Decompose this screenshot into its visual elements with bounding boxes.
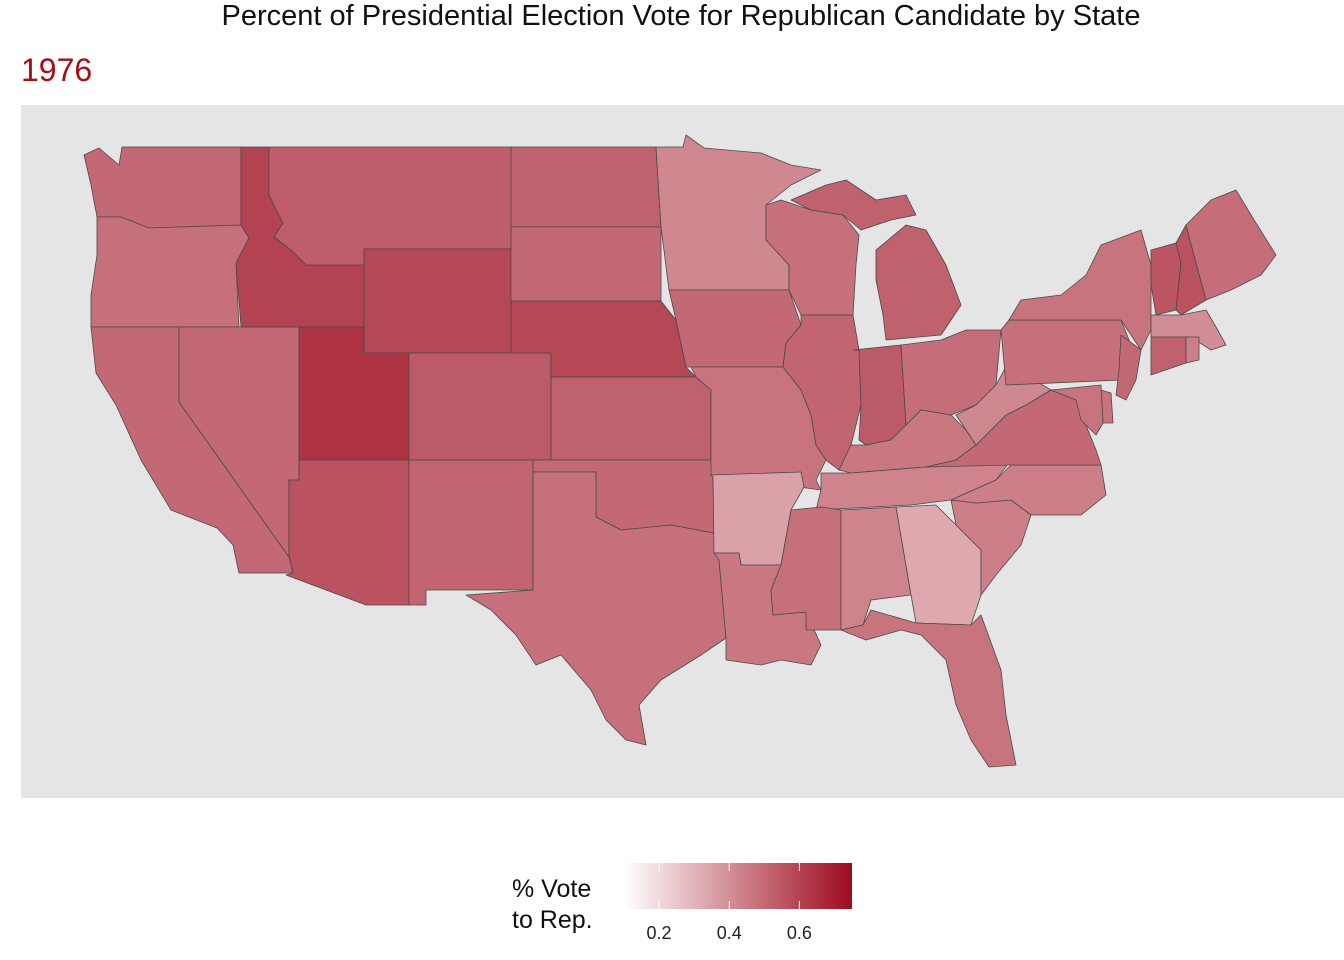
state-co (408, 352, 552, 461)
state-wy (363, 248, 512, 354)
us-states-map (21, 105, 1344, 798)
state-or (90, 216, 250, 328)
chart-title: Percent of Presidential Election Vote fo… (221, 0, 1141, 32)
state-la (713, 552, 822, 666)
state-tn (815, 459, 1012, 511)
legend-title: % Vote to Rep. (512, 875, 593, 934)
state-ri (1185, 336, 1200, 364)
state-wa (83, 146, 242, 229)
state-nm (408, 459, 534, 606)
legend-color-bar (624, 863, 852, 909)
state-ms (770, 506, 842, 631)
state-sd (510, 226, 662, 302)
state-md (1050, 384, 1104, 436)
state-az (285, 459, 410, 606)
state-ks (550, 376, 712, 461)
color-legend: % Vote to Rep. 0.2 0.4 0.6 (500, 860, 880, 950)
legend-tick-label: 0.4 (716, 923, 742, 943)
state-in (852, 344, 907, 446)
state-mi (790, 179, 962, 341)
state-nc (950, 464, 1107, 516)
state-me (1185, 189, 1277, 301)
year-subtitle: 1976 (21, 52, 93, 88)
state-wi (765, 199, 860, 316)
state-mt (268, 146, 512, 266)
legend-tick-label: 0.2 (646, 923, 672, 943)
state-fl (840, 609, 1017, 768)
map-panel (21, 105, 1344, 798)
state-ny (1008, 229, 1152, 351)
state-nd (510, 146, 662, 228)
state-ia (668, 289, 802, 368)
state-nj (1115, 334, 1142, 401)
legend-tick-label: 0.6 (786, 923, 812, 943)
state-tx (465, 471, 727, 746)
state-pa (1000, 319, 1132, 386)
